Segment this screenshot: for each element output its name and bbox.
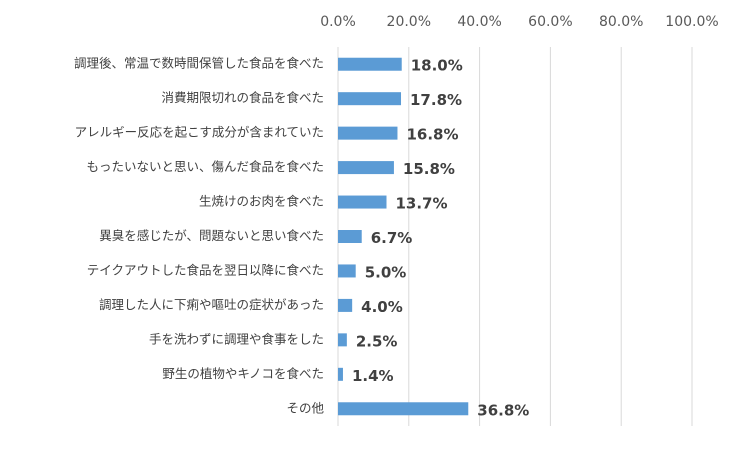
y-tick-label: アレルギー反応を起こす成分が含まれていた — [75, 125, 324, 140]
x-tick-label: 0.0% — [320, 14, 356, 30]
x-tick-label: 40.0% — [457, 14, 501, 30]
x-tick-label: 80.0% — [599, 14, 643, 30]
bar — [338, 92, 402, 106]
y-tick-label: テイクアウトした食品を翌日以降に食べた — [87, 262, 324, 277]
bar — [338, 161, 394, 175]
value-label: 36.8% — [477, 401, 529, 419]
bar — [338, 126, 398, 140]
value-label: 5.0% — [365, 263, 407, 281]
value-label: 4.0% — [361, 298, 403, 316]
bar — [338, 57, 402, 71]
x-tick-label: 20.0% — [387, 14, 431, 30]
y-tick-label: 調理した人に下痢や嘔吐の症状があった — [99, 297, 324, 312]
y-tick-label: 手を洗わずに調理や食事をした — [149, 331, 324, 346]
y-tick-label: 調理後、常温で数時間保管した食品を食べた — [74, 56, 324, 71]
value-label: 6.7% — [371, 229, 413, 247]
value-label: 2.5% — [356, 332, 398, 350]
y-tick-label: 消費期限切れの食品を食べた — [161, 90, 324, 105]
value-label: 13.7% — [395, 195, 447, 213]
bar — [338, 298, 353, 312]
bar — [338, 230, 362, 243]
bar — [338, 402, 469, 416]
y-tick-label: 生焼けのお肉を食べた — [199, 194, 324, 209]
x-tick-label: 100.0% — [665, 14, 718, 30]
x-tick-label: 60.0% — [528, 14, 572, 30]
bar — [338, 264, 356, 278]
bar — [338, 367, 343, 381]
y-tick-label: その他 — [286, 400, 324, 415]
value-label: 17.8% — [410, 91, 462, 109]
y-tick-label: 異臭を感じたが、問題ないと思い食べた — [99, 228, 324, 243]
bar — [338, 195, 387, 209]
y-tick-label: もったいないと思い、傷んだ食品を食べた — [86, 159, 324, 174]
value-label: 15.8% — [403, 160, 455, 178]
value-label: 18.0% — [411, 57, 463, 75]
y-tick-label: 野生の植物やキノコを食べた — [162, 366, 324, 381]
value-label: 16.8% — [406, 126, 458, 144]
value-label: 1.4% — [352, 367, 394, 385]
bar — [338, 333, 347, 347]
